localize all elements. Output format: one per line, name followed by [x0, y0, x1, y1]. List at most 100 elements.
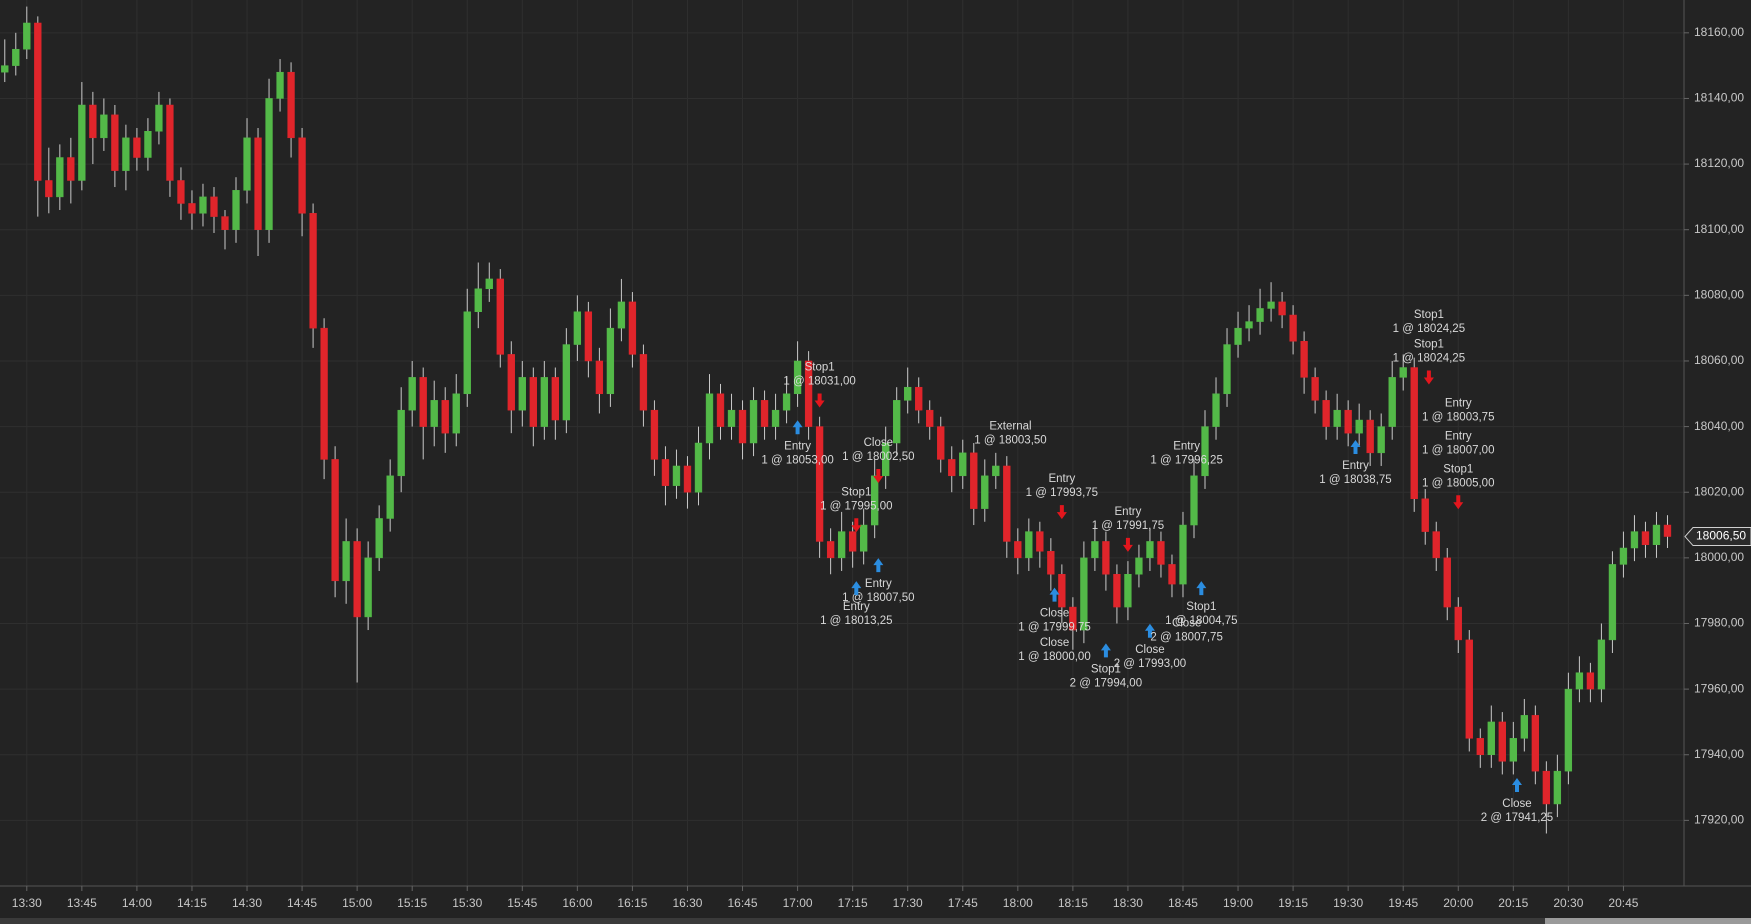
candle-body: [12, 48, 20, 66]
x-tick-label: 15:30: [452, 896, 482, 910]
axes-layer: 17920,00 17940,00 17960,00 17980,00 18000,00…: [12, 25, 1751, 910]
candle-body: [1531, 715, 1540, 772]
candle-body: [1355, 419, 1363, 434]
candle-body: [639, 354, 648, 411]
candle-body: [540, 377, 548, 427]
candle-body: [1509, 738, 1517, 762]
x-tick-label: 17:15: [838, 896, 868, 910]
candle-body: [1014, 541, 1022, 559]
candle-body: [1410, 367, 1418, 500]
candle-body: [1553, 770, 1562, 805]
annotation-label: Close: [1172, 618, 1201, 630]
annotation-label: Close: [1040, 608, 1069, 620]
candle-body: [815, 426, 824, 542]
candle-body: [1619, 547, 1628, 565]
candle-body: [496, 278, 504, 355]
buy-arrow: [1196, 581, 1207, 596]
candle-body: [760, 400, 769, 427]
candle-body: [122, 137, 130, 171]
candle-body: [463, 311, 471, 395]
annotation-label: Close: [1040, 637, 1069, 649]
candle-body: [353, 541, 361, 618]
buy-arrow: [873, 558, 884, 573]
candle-body: [661, 459, 670, 486]
sell-arrow: [1453, 495, 1464, 510]
sell-arrow: [1423, 370, 1434, 385]
candle-body: [243, 137, 251, 191]
annotation-label: Stop1: [805, 362, 835, 374]
x-tick-label: 15:45: [507, 896, 537, 910]
candle-body: [474, 288, 482, 312]
candle-body: [276, 71, 284, 99]
annotation-detail: 1 @ 17996,25: [1150, 454, 1222, 466]
candle-body: [749, 400, 758, 444]
candle-body: [1091, 541, 1099, 559]
candle-body: [848, 531, 857, 552]
x-tick-label: 14:00: [122, 896, 152, 910]
x-tick-label: 15:00: [342, 896, 372, 910]
candle-body: [1289, 314, 1297, 342]
annotation-detail: 1 @ 18038,75: [1319, 474, 1391, 486]
annotation-label: Stop1: [1091, 663, 1121, 675]
annotation-label: Entry: [1115, 506, 1142, 518]
candle-body: [1058, 574, 1066, 608]
annotation-detail: 1 @ 18013,25: [820, 615, 892, 627]
candle-body: [859, 524, 868, 552]
candle-body: [34, 22, 42, 181]
candle-body: [1003, 465, 1011, 542]
annotation-label: Stop1: [1414, 309, 1444, 321]
candle-body: [1641, 531, 1650, 545]
candle-body: [595, 360, 604, 395]
annotation-label: Entry: [1048, 473, 1075, 485]
x-tick-label: 17:30: [893, 896, 923, 910]
candle-body: [111, 114, 119, 171]
candle-body: [1663, 524, 1672, 537]
x-tick-label: 18:00: [1003, 896, 1033, 910]
candle-body: [573, 311, 582, 345]
annotation-label: Entry: [784, 440, 811, 452]
annotation-label: Entry: [1342, 460, 1369, 472]
annotation-label: Entry: [865, 578, 892, 590]
x-tick-label: 18:15: [1058, 896, 1088, 910]
buy-arrow: [1144, 623, 1155, 638]
candle-body: [915, 386, 923, 411]
candle-body: [56, 157, 64, 198]
buy-arrow: [1350, 439, 1361, 454]
candle-body: [518, 377, 526, 411]
candle-body: [287, 71, 295, 139]
y-tick-label: 18100,00: [1694, 222, 1744, 236]
candle-body: [100, 114, 108, 139]
candle-body: [309, 213, 317, 329]
candle-body: [1366, 419, 1374, 454]
candle-body: [1047, 551, 1055, 575]
annotation-label: Stop1: [1414, 339, 1444, 351]
candle-body: [871, 475, 879, 526]
x-tick-label: 20:45: [1608, 896, 1638, 910]
candle-body: [893, 400, 901, 444]
annotation-detail: 1 @ 17995,00: [820, 500, 892, 512]
candle-body: [254, 137, 262, 230]
candle-body: [992, 465, 1000, 477]
candle-body: [1608, 564, 1617, 641]
candle-body: [1575, 672, 1584, 690]
candle-body: [959, 452, 967, 477]
candle-body: [1465, 639, 1473, 739]
candle-body: [672, 465, 681, 486]
scrollbar-thumb[interactable]: [1545, 918, 1751, 924]
buy-arrow: [851, 581, 862, 596]
candle-body: [738, 409, 747, 444]
x-tick-label: 19:15: [1278, 896, 1308, 910]
candle-body: [298, 137, 306, 214]
candle-body: [1421, 498, 1429, 532]
candle-body: [1377, 426, 1385, 454]
x-tick-label: 18:45: [1168, 896, 1198, 910]
annotation-detail: 1 @ 18007,50: [842, 592, 914, 604]
candle-body: [1267, 301, 1275, 309]
annotation-label: Entry: [843, 601, 870, 613]
candle-body: [89, 104, 97, 139]
sell-arrow: [851, 518, 862, 533]
candle-body: [1245, 321, 1253, 329]
annotation-label: External: [989, 421, 1031, 433]
candle-body: [177, 180, 185, 204]
